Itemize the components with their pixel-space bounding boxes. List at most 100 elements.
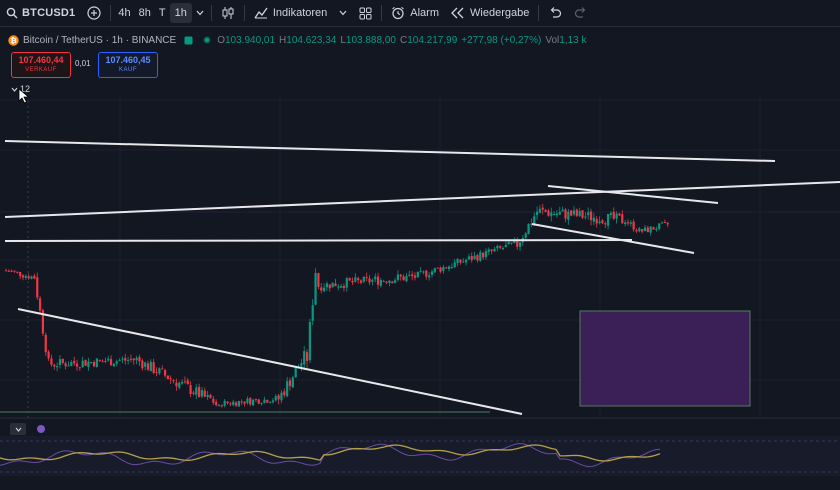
candle-bearish	[476, 255, 479, 261]
symbol-legend: ₿ Bitcoin / TetherUS · 1h · BINANCE O 103…	[8, 33, 586, 47]
trendlines	[4, 140, 840, 415]
templates-button[interactable]	[353, 0, 378, 26]
candle-bullish	[416, 271, 419, 278]
candle-bearish	[38, 298, 42, 311]
candle-bullish	[374, 276, 377, 280]
candle-bearish	[186, 380, 189, 385]
candle-bearish	[411, 274, 414, 277]
chevron-down-icon	[15, 427, 22, 432]
candle-bullish	[510, 242, 513, 244]
candle-bullish	[553, 213, 556, 215]
interval-button-t[interactable]: T	[155, 0, 170, 26]
candle-bullish	[442, 267, 445, 271]
price-chart[interactable]	[0, 96, 840, 490]
high-value: 104.623,34	[286, 34, 337, 46]
candle-bearish	[541, 207, 544, 210]
candle-bullish	[178, 382, 181, 388]
flag-lower-trendline[interactable]	[531, 223, 695, 254]
candle-bearish	[75, 363, 79, 367]
top-toolbar: BTCUSD1 4h 8h T 1h Indikatoren	[0, 0, 840, 27]
candle-bullish	[561, 209, 564, 212]
candle-bearish	[445, 267, 448, 269]
indicator-color-dot[interactable]	[37, 425, 45, 433]
candle-bullish	[598, 221, 601, 224]
candle-bullish	[58, 359, 62, 365]
indicator-pane-collapse-button[interactable]	[10, 423, 26, 435]
candle-bullish	[149, 361, 152, 372]
upper-resistance-trendline[interactable]	[4, 140, 776, 162]
horizontal-level-trendline[interactable]	[4, 239, 633, 242]
candle-bullish	[322, 287, 326, 292]
low-value: 103.888,00	[345, 34, 396, 46]
undo-button[interactable]	[542, 0, 568, 26]
candle-bearish	[601, 220, 604, 224]
candle-bearish	[44, 334, 47, 353]
candle-bullish	[345, 278, 348, 288]
candle-bullish	[624, 222, 627, 225]
candle-bearish	[604, 223, 607, 225]
candle-bearish	[547, 210, 550, 216]
candle-bullish	[453, 262, 456, 268]
candle-bullish	[95, 358, 98, 367]
zone-rectangle[interactable]	[579, 310, 751, 407]
symbol-search-button[interactable]: BTCUSD1	[0, 0, 81, 26]
toolbar-divider	[110, 5, 112, 21]
candle-bearish	[243, 401, 246, 404]
candlestick-series	[4, 203, 669, 408]
interval-label: 4h	[118, 7, 131, 19]
rising-channel-trendline[interactable]	[4, 181, 840, 218]
candle-bearish	[376, 276, 380, 285]
low-label: L	[340, 34, 346, 46]
candle-bullish	[251, 399, 255, 406]
realtime-dot-icon	[203, 36, 211, 44]
candle-bullish	[303, 350, 306, 365]
candle-bearish	[7, 270, 10, 272]
candle-bearish	[215, 401, 218, 406]
candle-bullish	[90, 361, 93, 363]
sell-button[interactable]: 107.460,44 VERKAUF	[11, 52, 71, 78]
sell-price: 107.460,44	[18, 55, 64, 65]
candle-bearish	[646, 227, 649, 233]
candle-bullish	[606, 213, 610, 226]
replay-button[interactable]: Wiedergabe	[445, 0, 535, 26]
candle-bullish	[331, 282, 334, 288]
interval-button-1h[interactable]: 1h	[169, 3, 192, 23]
candle-bullish	[572, 210, 576, 215]
candle-bullish	[422, 271, 425, 273]
candle-bullish	[419, 270, 422, 272]
descending-trendline[interactable]	[17, 308, 523, 415]
interval-button-8h[interactable]: 8h	[135, 0, 155, 26]
candle-bearish	[641, 229, 644, 232]
candle-bearish	[459, 259, 462, 263]
market-status-icon[interactable]	[184, 36, 193, 45]
candle-bearish	[652, 227, 655, 230]
candle-bearish	[612, 211, 615, 219]
candle-bearish	[138, 356, 141, 362]
candle-bullish	[428, 275, 431, 278]
indicators-collapse-toggle[interactable]: 12	[11, 83, 30, 95]
redo-button[interactable]	[568, 0, 594, 26]
candle-bullish	[294, 368, 297, 378]
candle-bullish	[660, 222, 664, 224]
interval-dropdown-button[interactable]	[192, 0, 208, 26]
candle-bullish	[260, 403, 263, 405]
indicators-button[interactable]: Indikatoren	[248, 0, 333, 26]
alarm-button[interactable]: Alarm	[385, 0, 445, 26]
chart-style-button[interactable]	[215, 0, 241, 26]
candle-bullish	[430, 271, 434, 275]
candle-bearish	[240, 401, 243, 403]
interval-button-4h[interactable]: 4h	[114, 0, 134, 26]
candle-bearish	[101, 361, 104, 363]
candle-bearish	[328, 284, 331, 289]
compare-add-button[interactable]	[81, 0, 107, 26]
indicators-label: Indikatoren	[272, 7, 328, 19]
flag-upper-trendline[interactable]	[547, 185, 719, 204]
indicators-dropdown-button[interactable]	[333, 0, 353, 26]
candle-bullish	[447, 266, 451, 270]
candle-bullish	[479, 252, 482, 261]
candle-bearish	[413, 275, 417, 278]
buy-button[interactable]: 107.460,45 KAUF	[98, 52, 158, 78]
candle-bullish	[496, 246, 499, 249]
candle-bullish	[587, 212, 590, 216]
candle-bearish	[257, 399, 260, 404]
